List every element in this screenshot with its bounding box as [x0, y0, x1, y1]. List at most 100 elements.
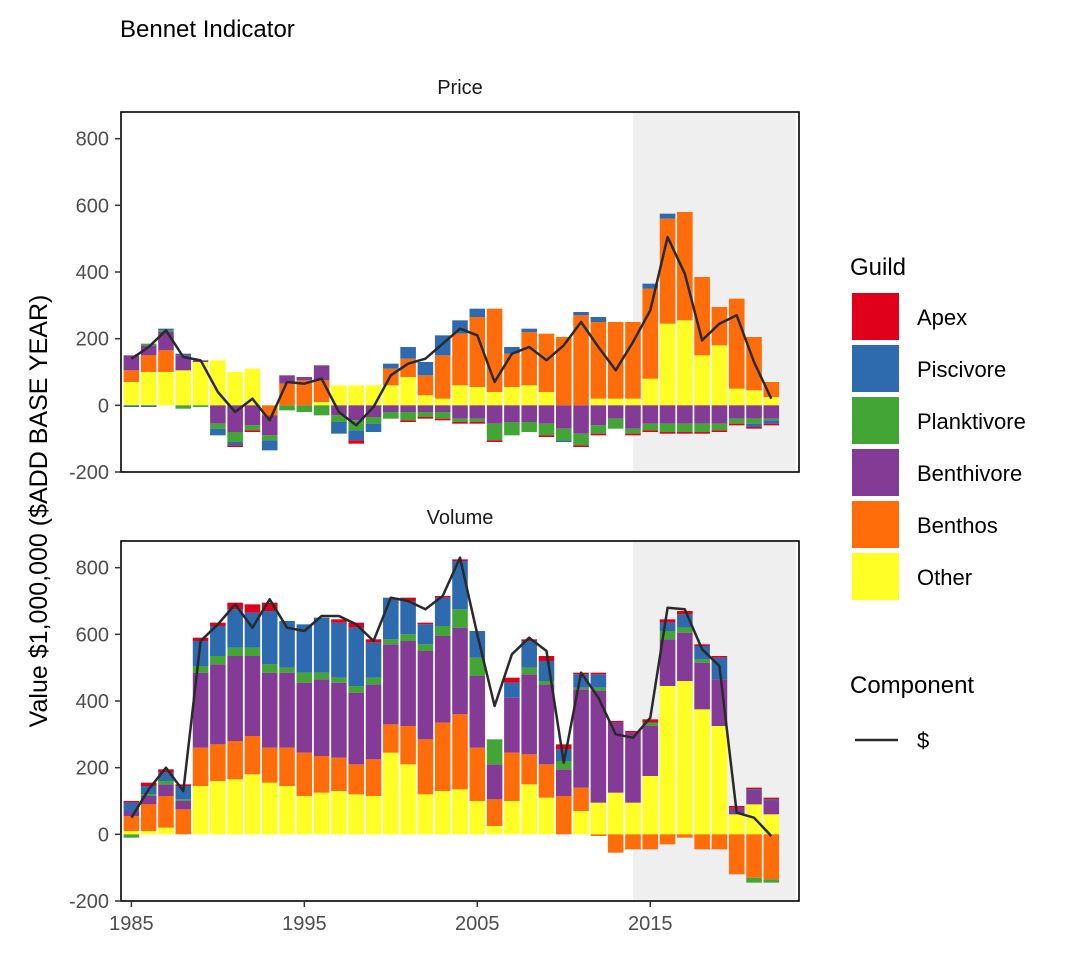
bar-volume-benthivore-2021: [746, 791, 762, 805]
bar-price-piscivore-1997: [331, 422, 347, 434]
bar-price-apex-2021: [746, 427, 762, 429]
bar-price-other-2002: [417, 395, 434, 406]
bar-volume-benthivore-2002: [417, 651, 434, 740]
bar-volume-apex-2015: [642, 719, 659, 723]
bar-volume-benthivore-1989: [192, 672, 209, 748]
bar-volume-planktivore-1990: [210, 656, 226, 665]
bar-volume-other-2007: [504, 801, 520, 835]
bar-price-piscivore-1990: [210, 428, 226, 436]
bar-price-apex-2006: [486, 440, 503, 442]
bar-price-other-2001: [400, 377, 416, 406]
bar-volume-other-2004: [452, 789, 468, 835]
bar-volume-apex-2017: [677, 611, 693, 615]
bar-price-benthos-2003: [434, 355, 451, 399]
bar-price-apex-2003: [434, 418, 451, 421]
bar-price-benthivore-2020: [728, 405, 745, 419]
bar-volume-other-2005: [469, 801, 486, 835]
bar-price-other-2000: [383, 385, 399, 406]
bar-volume-other-1987: [158, 827, 174, 835]
bar-volume-other-1985: [123, 831, 140, 835]
bar-volume-other-2020: [728, 814, 745, 835]
bar-volume-planktivore-2002: [417, 644, 434, 651]
bar-volume-benthos-1993: [261, 747, 278, 783]
bar-volume-benthivore-2006: [486, 764, 503, 800]
bar-volume-apex-2018: [694, 644, 710, 646]
bar-price-piscivore-1998: [348, 430, 365, 441]
bar-price-other-2014: [625, 398, 641, 406]
bar-price-planktivore-2004: [452, 418, 468, 422]
bar-price-benthivore-2010: [555, 405, 572, 429]
y-tick-label-volume-600: 600: [76, 624, 109, 646]
bar-price-benthos-2002: [417, 375, 434, 396]
bar-price-piscivore-2002: [417, 362, 434, 376]
bar-volume-other-2000: [383, 752, 399, 835]
bar-price-planktivore-2021: [746, 418, 762, 424]
bar-price-benthivore-2007: [504, 405, 520, 422]
bar-volume-benthos-2017: [677, 834, 693, 838]
x-tick-label-2015: 2015: [628, 913, 673, 935]
bar-price-apex-2002: [417, 417, 434, 419]
bar-volume-planktivore-1985: [123, 834, 140, 838]
bar-volume-other-1986: [140, 831, 157, 835]
bar-volume-apex-2012: [590, 672, 607, 675]
legend: Guild Apex Piscivore Planktivore Benthivore…: [850, 254, 1026, 753]
bar-price-other-1987: [158, 372, 174, 406]
bar-price-piscivore-1985: [123, 405, 140, 407]
bar-volume-planktivore-2005: [469, 657, 486, 676]
bar-price-planktivore-2007: [504, 422, 520, 436]
bar-price-benthos-1993: [261, 405, 278, 416]
bar-volume-benthivore-2004: [452, 627, 468, 715]
bar-price-other-2016: [659, 323, 676, 406]
bar-price-planktivore-2001: [400, 412, 416, 421]
bar-volume-other-2018: [694, 709, 710, 835]
bar-volume-planktivore-2003: [434, 626, 451, 636]
bar-price-other-1985: [123, 382, 140, 406]
bar-volume-apex-2008: [521, 639, 537, 641]
bar-price-benthivore-2006: [486, 405, 503, 424]
bar-volume-other-2006: [486, 826, 503, 835]
bar-volume-other-1993: [261, 782, 278, 835]
bar-price-other-1986: [140, 372, 157, 406]
bar-volume-piscivore-1990: [210, 626, 226, 656]
y-tick-label-price-0: 0: [98, 395, 109, 417]
bar-price-piscivore-1999: [365, 423, 382, 432]
bar-price-piscivore-2015: [642, 283, 659, 289]
bar-price-benthivore-1999: [365, 405, 382, 417]
legend-line-label: $: [917, 728, 929, 753]
bar-volume-other-2003: [434, 791, 451, 835]
bar-volume-other-1992: [244, 774, 261, 835]
bar-volume-benthos-2011: [573, 787, 589, 811]
bar-volume-benthivore-2017: [677, 632, 693, 681]
bar-volume-other-1989: [192, 786, 209, 835]
bar-price-planktivore-2010: [555, 428, 572, 441]
bar-volume-apex-1992: [244, 604, 261, 613]
bar-price-benthivore-2015: [642, 405, 659, 424]
bar-volume-benthos-2009: [538, 764, 555, 798]
bar-price-benthos-2017: [677, 212, 693, 321]
bar-volume-piscivore-1999: [365, 642, 382, 678]
bar-price-benthos-2020: [728, 298, 745, 389]
bar-price-planktivore-2009: [538, 423, 555, 436]
bar-price-piscivore-2007: [504, 347, 520, 354]
bar-volume-benthos-2012: [590, 834, 607, 836]
bar-volume-apex-1997: [331, 619, 347, 623]
bar-volume-benthivore-2013: [607, 722, 624, 793]
bar-volume-planktivore-2018: [694, 659, 710, 663]
bar-volume-other-1997: [331, 791, 347, 835]
bar-volume-other-1990: [210, 781, 226, 835]
bar-volume-benthivore-1996: [313, 679, 330, 756]
bar-volume-piscivore-2001: [400, 601, 416, 635]
bar-volume-piscivore-2003: [434, 597, 451, 626]
bar-volume-planktivore-2015: [642, 722, 659, 726]
bar-price-benthivore-2003: [434, 405, 451, 412]
bar-price-planktivore-2002: [417, 412, 434, 417]
chart-title: Bennet Indicator: [120, 16, 295, 43]
bar-price-planktivore-2014: [625, 428, 641, 434]
bar-price-benthivore-1992: [244, 405, 261, 426]
bar-price-other-2013: [607, 398, 624, 406]
bar-price-benthivore-1995: [296, 377, 313, 381]
bar-volume-apex-2013: [607, 721, 624, 723]
bar-volume-planktivore-2016: [659, 631, 676, 640]
bar-price-apex-2011: [573, 445, 589, 447]
